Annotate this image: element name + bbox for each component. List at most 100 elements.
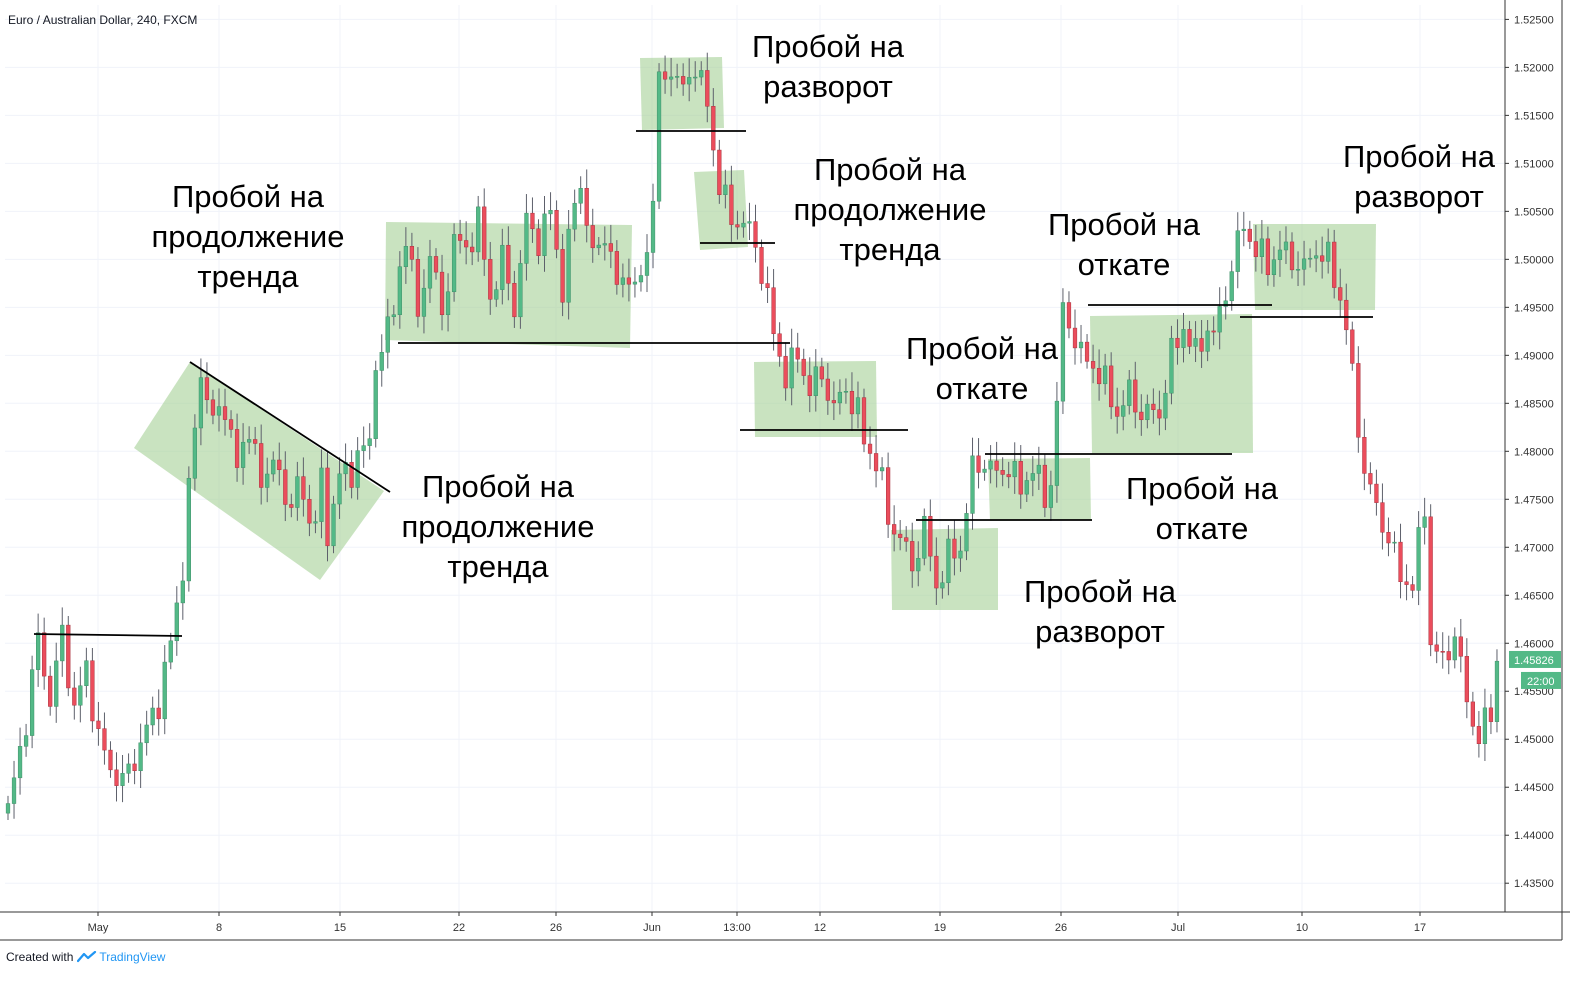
x-tick-label: 17 — [1414, 922, 1426, 934]
candle-bull — [403, 246, 408, 267]
candle-bear — [735, 224, 740, 228]
candle-bull — [1482, 707, 1488, 744]
candle-bull — [445, 291, 451, 316]
candle-bull — [879, 467, 885, 472]
candle-bear — [1368, 473, 1373, 485]
candle-bear — [1386, 532, 1391, 544]
symbol-title: Euro / Australian Dollar, 240, FXCM — [8, 13, 198, 27]
candle-bull — [1392, 541, 1397, 544]
candle-bear — [904, 537, 909, 542]
candle-bear — [349, 462, 354, 488]
candle-bear — [934, 555, 939, 589]
candle-bear — [277, 459, 282, 470]
candle-bull — [1271, 259, 1277, 275]
candle-bear — [409, 246, 415, 260]
candle-bear — [1139, 411, 1144, 421]
candle-bull — [693, 76, 698, 79]
candle-bull — [1235, 230, 1240, 272]
candle-bull — [17, 746, 23, 779]
candle-bear — [1458, 636, 1463, 657]
candle-bull — [1078, 341, 1084, 349]
candle-bull — [699, 70, 704, 78]
candle-bear — [1446, 651, 1451, 661]
candle-bear — [72, 687, 77, 706]
candle-bear — [861, 397, 867, 445]
candle-bull — [988, 460, 993, 470]
candle-bull — [168, 640, 173, 663]
annotation-line: продолжение — [402, 509, 595, 544]
candle-bull — [675, 76, 680, 78]
candle-bull — [964, 513, 969, 552]
candle-bull — [1307, 257, 1313, 260]
candle-bull — [1048, 485, 1054, 508]
candle-bull — [542, 213, 547, 256]
last-price-label: 1.45826 — [1514, 655, 1554, 667]
candle-bull — [180, 580, 185, 604]
candle-bull — [1452, 636, 1457, 661]
tradingview-brand: TradingView — [99, 950, 166, 964]
candle-bear — [204, 377, 210, 401]
annotation-line: разворот — [1354, 179, 1484, 214]
candle-bull — [1494, 660, 1500, 722]
candle-bull — [427, 256, 433, 289]
candle-bull — [319, 467, 324, 522]
candle-bear — [464, 240, 469, 248]
annotation-label: Пробой на откате — [1126, 471, 1279, 546]
candle-bull — [1217, 306, 1222, 333]
candle-bear — [898, 533, 903, 538]
created-with-label: Created with — [6, 950, 74, 964]
candle-bear — [614, 251, 619, 285]
candle-bear — [1464, 656, 1469, 703]
candle-bear — [48, 675, 53, 707]
candle-bull — [1314, 255, 1319, 259]
candle-bear — [415, 259, 421, 317]
candle-bull — [843, 391, 849, 393]
candle-bull — [500, 244, 505, 290]
pattern-zone — [1253, 224, 1376, 310]
candle-bull — [1223, 300, 1228, 307]
candle-bull — [120, 773, 125, 786]
candle-bear — [530, 212, 535, 230]
candle-bear — [1428, 516, 1433, 646]
x-tick-label: 13:00 — [723, 922, 751, 934]
candle-bull — [144, 724, 149, 744]
countdown-badge — [1521, 671, 1561, 689]
candle-bear — [210, 399, 216, 416]
candle-bear — [470, 246, 475, 253]
candle-bull — [60, 624, 65, 662]
y-tick-label: 1.43500 — [1514, 878, 1554, 890]
candle-bear — [753, 221, 758, 248]
candle-bull — [813, 366, 818, 396]
candle-bear — [584, 188, 589, 226]
candle-bull — [668, 76, 674, 80]
candle-bear — [289, 504, 294, 508]
candle-bull — [1030, 473, 1035, 481]
candle-bear — [867, 443, 873, 454]
candle-bull — [1205, 330, 1210, 352]
tradingview-logo[interactable]: TradingView — [77, 950, 165, 964]
y-tick-label: 1.44000 — [1514, 830, 1554, 842]
annotation-line: Пробой на — [1048, 207, 1201, 242]
candle-bear — [1187, 329, 1192, 347]
candle-bull — [1229, 271, 1234, 302]
candle-bull — [1416, 527, 1421, 591]
y-tick-label: 1.47000 — [1514, 542, 1554, 554]
candle-bear — [488, 259, 493, 300]
x-tick-label: 15 — [334, 922, 346, 934]
candle-bull — [138, 742, 143, 772]
x-tick-label: 22 — [453, 922, 465, 934]
x-tick-label: 8 — [216, 922, 222, 934]
candle-bull — [1169, 337, 1174, 394]
candle-bull — [216, 406, 222, 416]
candle-bull — [855, 397, 861, 415]
candle-bear — [1072, 327, 1078, 349]
candle-bear — [1265, 238, 1271, 275]
candle-layer — [5, 52, 1500, 821]
candle-bull — [958, 550, 963, 559]
candle-bull — [524, 212, 529, 264]
candle-bear — [1006, 474, 1011, 478]
candle-bull — [1295, 269, 1301, 271]
candle-bull — [1145, 403, 1150, 421]
